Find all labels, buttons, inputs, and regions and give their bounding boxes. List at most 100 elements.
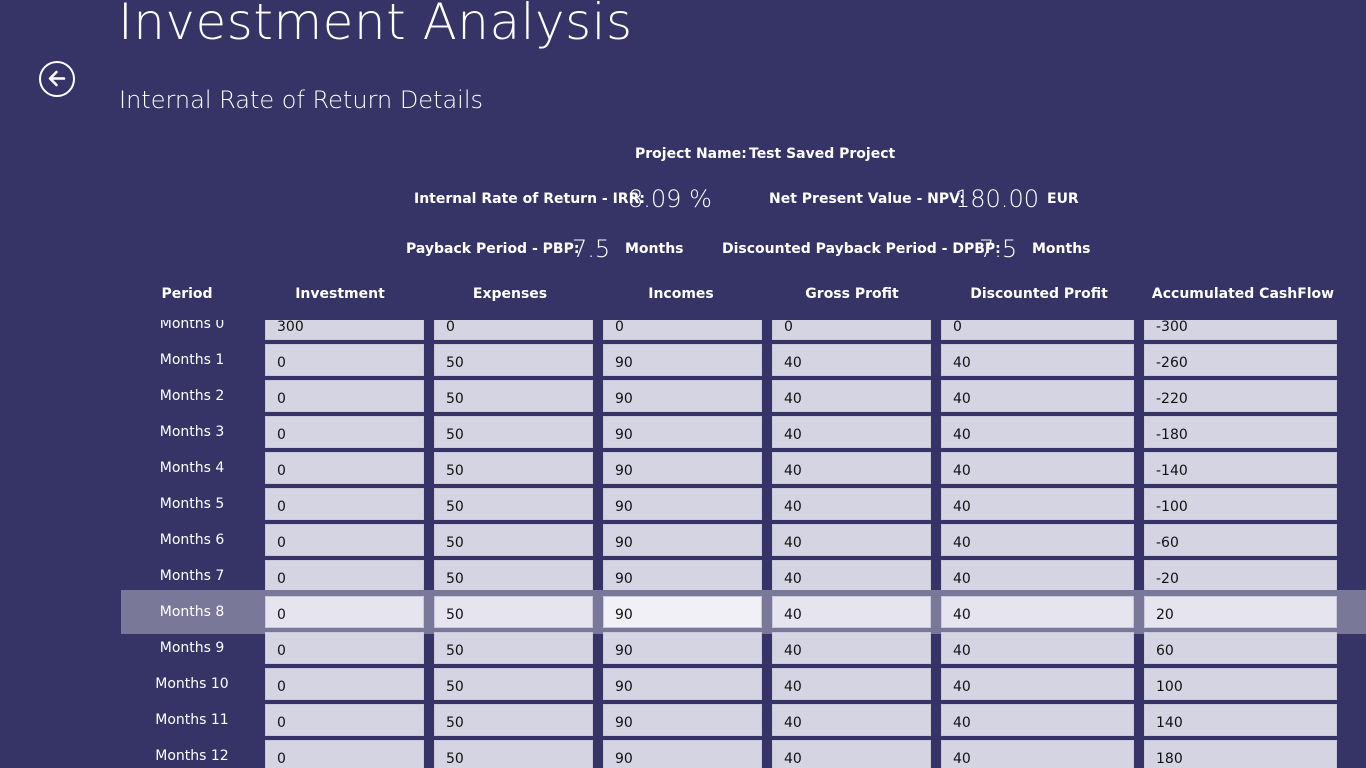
incomes-cell[interactable]: 90 <box>603 344 762 376</box>
accumulated-cashflow-cell[interactable]: -180 <box>1144 416 1337 448</box>
incomes-cell[interactable]: 90 <box>603 416 762 448</box>
investment-cell[interactable]: 0 <box>265 452 424 484</box>
accumulated-cashflow-cell[interactable]: 180 <box>1144 740 1337 768</box>
cashflow-grid[interactable]: Months 0 300 0 0 0 0 -300 Months 1 0 50 90 40 40 -260… <box>0 320 1366 768</box>
gross-profit-cell[interactable]: 40 <box>772 740 931 768</box>
discounted-profit-cell[interactable]: 40 <box>941 380 1134 412</box>
table-row[interactable]: Months 2 0 50 90 40 40 -220 <box>0 380 1366 416</box>
expenses-cell[interactable]: 50 <box>434 488 593 520</box>
gross-profit-cell[interactable]: 40 <box>772 668 931 700</box>
table-row[interactable]: Months 12 0 50 90 40 40 180 <box>0 740 1366 768</box>
accumulated-cashflow-cell[interactable]: -300 <box>1144 320 1337 340</box>
gross-profit-cell[interactable]: 40 <box>772 344 931 376</box>
discounted-profit-cell[interactable]: 40 <box>941 560 1134 592</box>
gross-profit-cell[interactable]: 40 <box>772 596 931 628</box>
incomes-cell[interactable]: 90 <box>603 668 762 700</box>
gross-profit-cell[interactable]: 40 <box>772 632 931 664</box>
investment-cell[interactable]: 0 <box>265 740 424 768</box>
expenses-cell[interactable]: 50 <box>434 560 593 592</box>
accumulated-cashflow-cell[interactable]: -260 <box>1144 344 1337 376</box>
incomes-cell[interactable]: 90 <box>603 704 762 736</box>
discounted-profit-cell[interactable]: 40 <box>941 668 1134 700</box>
expenses-cell[interactable]: 50 <box>434 452 593 484</box>
table-row[interactable]: Months 5 0 50 90 40 40 -100 <box>0 488 1366 524</box>
accumulated-cashflow-cell[interactable]: -60 <box>1144 524 1337 556</box>
incomes-cell[interactable]: 90 <box>603 596 762 628</box>
gross-profit-cell[interactable]: 40 <box>772 488 931 520</box>
table-row[interactable]: Months 8 0 50 90 40 40 20 <box>0 590 1366 634</box>
expenses-cell[interactable]: 50 <box>434 740 593 768</box>
gross-profit-cell[interactable]: 0 <box>772 320 931 340</box>
discounted-profit-cell[interactable]: 40 <box>941 596 1134 628</box>
gross-profit-cell[interactable]: 40 <box>772 416 931 448</box>
table-row[interactable]: Months 9 0 50 90 40 40 60 <box>0 632 1366 668</box>
expenses-cell[interactable]: 50 <box>434 704 593 736</box>
discounted-profit-cell[interactable]: 40 <box>941 524 1134 556</box>
back-button[interactable] <box>39 61 75 97</box>
accumulated-cashflow-cell[interactable]: -140 <box>1144 452 1337 484</box>
incomes-cell[interactable]: 90 <box>603 380 762 412</box>
expenses-cell[interactable]: 50 <box>434 632 593 664</box>
accumulated-cashflow-cell[interactable]: -100 <box>1144 488 1337 520</box>
accumulated-cashflow-cell[interactable]: 60 <box>1144 632 1337 664</box>
investment-cell[interactable]: 0 <box>265 416 424 448</box>
expenses-cell[interactable]: 0 <box>434 320 593 340</box>
accumulated-cashflow-cell[interactable]: -20 <box>1144 560 1337 592</box>
table-row[interactable]: Months 4 0 50 90 40 40 -140 <box>0 452 1366 488</box>
discounted-profit-cell[interactable]: 40 <box>941 488 1134 520</box>
discounted-profit-cell[interactable]: 40 <box>941 416 1134 448</box>
header-gross-profit: Gross Profit <box>805 286 899 302</box>
expenses-cell[interactable]: 50 <box>434 668 593 700</box>
accumulated-cashflow-cell[interactable]: 20 <box>1144 596 1337 628</box>
incomes-cell[interactable]: 0 <box>603 320 762 340</box>
investment-cell[interactable]: 0 <box>265 488 424 520</box>
investment-cell[interactable]: 0 <box>265 560 424 592</box>
table-row[interactable]: Months 6 0 50 90 40 40 -60 <box>0 524 1366 560</box>
discounted-profit-cell[interactable]: 40 <box>941 344 1134 376</box>
gross-profit-cell[interactable]: 40 <box>772 452 931 484</box>
table-row[interactable]: Months 10 0 50 90 40 40 100 <box>0 668 1366 704</box>
investment-cell[interactable]: 0 <box>265 704 424 736</box>
investment-cell[interactable]: 300 <box>265 320 424 340</box>
investment-cell[interactable]: 0 <box>265 632 424 664</box>
gross-profit-cell[interactable]: 40 <box>772 704 931 736</box>
incomes-cell[interactable]: 90 <box>603 488 762 520</box>
gross-profit-cell[interactable]: 40 <box>772 524 931 556</box>
accumulated-cashflow-cell[interactable]: 100 <box>1144 668 1337 700</box>
expenses-cell[interactable]: 50 <box>434 344 593 376</box>
incomes-cell[interactable]: 90 <box>603 524 762 556</box>
table-row[interactable]: Months 11 0 50 90 40 40 140 <box>0 704 1366 740</box>
investment-cell[interactable]: 0 <box>265 596 424 628</box>
expenses-cell[interactable]: 50 <box>434 416 593 448</box>
period-label: Months 2 <box>159 388 225 404</box>
discounted-profit-cell[interactable]: 40 <box>941 632 1134 664</box>
expenses-cell[interactable]: 50 <box>434 524 593 556</box>
table-row[interactable]: Months 0 300 0 0 0 0 -300 <box>0 320 1366 344</box>
accumulated-cashflow-cell[interactable]: -220 <box>1144 380 1337 412</box>
back-arrow-icon <box>48 70 66 87</box>
incomes-cell[interactable]: 90 <box>603 560 762 592</box>
incomes-cell[interactable]: 90 <box>603 740 762 768</box>
accumulated-cashflow-cell[interactable]: 140 <box>1144 704 1337 736</box>
incomes-cell[interactable]: 90 <box>603 452 762 484</box>
discounted-profit-cell[interactable]: 40 <box>941 704 1134 736</box>
gross-profit-cell[interactable]: 40 <box>772 380 931 412</box>
investment-cell[interactable]: 0 <box>265 344 424 376</box>
investment-cell[interactable]: 0 <box>265 668 424 700</box>
table-row[interactable]: Months 1 0 50 90 40 40 -260 <box>0 344 1366 380</box>
investment-cell[interactable]: 0 <box>265 524 424 556</box>
header-investment: Investment <box>295 286 385 302</box>
table-row[interactable]: Months 3 0 50 90 40 40 -180 <box>0 416 1366 452</box>
investment-cell[interactable]: 0 <box>265 380 424 412</box>
incomes-cell[interactable]: 90 <box>603 632 762 664</box>
discounted-profit-cell[interactable]: 40 <box>941 452 1134 484</box>
irr-label: Internal Rate of Return - IRR: <box>414 191 645 207</box>
gross-profit-cell[interactable]: 40 <box>772 560 931 592</box>
expenses-cell[interactable]: 50 <box>434 380 593 412</box>
period-label: Months 6 <box>159 532 225 548</box>
expenses-cell[interactable]: 50 <box>434 596 593 628</box>
discounted-profit-cell[interactable]: 40 <box>941 740 1134 768</box>
pbp-unit: Months <box>625 241 684 257</box>
discounted-profit-cell[interactable]: 0 <box>941 320 1134 340</box>
period-label: Months 12 <box>155 748 229 764</box>
